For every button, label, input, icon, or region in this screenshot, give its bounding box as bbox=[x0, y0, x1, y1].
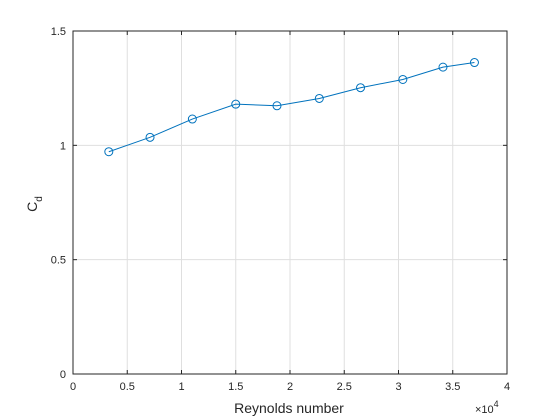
data-point bbox=[398, 74, 408, 84]
data-point bbox=[469, 58, 479, 68]
data-point bbox=[104, 147, 114, 157]
x-exponent-power: 4 bbox=[494, 399, 499, 409]
y-tick-label: 1.5 bbox=[51, 26, 66, 38]
data-point bbox=[145, 132, 155, 142]
x-tick-label: 3 bbox=[395, 381, 401, 393]
x-tick-label: 0.5 bbox=[120, 381, 135, 393]
x-tick-label: 1.5 bbox=[228, 381, 243, 393]
data-point bbox=[356, 83, 366, 93]
data-point bbox=[314, 93, 324, 103]
data-point bbox=[187, 114, 197, 124]
data-point bbox=[272, 101, 282, 111]
x-axis-exponent: ×104 bbox=[475, 399, 499, 416]
y-label-main: C bbox=[24, 202, 40, 212]
y-label-subscript: d bbox=[34, 196, 45, 202]
y-tick-label: 0.5 bbox=[51, 255, 66, 267]
x-axis-label: Reynolds number bbox=[234, 400, 344, 416]
x-tick-label: 4 bbox=[504, 381, 510, 393]
x-axis-ticks: 0 0.5 1 1.5 2 2.5 3 3.5 4 bbox=[70, 31, 510, 393]
x-tick-label: 3.5 bbox=[445, 381, 460, 393]
x-tick-label: 0 bbox=[70, 381, 76, 393]
data-point bbox=[231, 99, 241, 109]
x-tick-label: 1 bbox=[178, 381, 184, 393]
y-tick-label: 1 bbox=[60, 140, 66, 152]
series-line bbox=[108, 62, 475, 153]
y-axis-label: Cd bbox=[24, 196, 45, 212]
data-point bbox=[438, 62, 448, 72]
x-tick-label: 2 bbox=[287, 381, 293, 393]
x-tick-label: 2.5 bbox=[337, 381, 352, 393]
x-exponent-base: ×10 bbox=[475, 404, 494, 416]
y-tick-label: 0 bbox=[60, 369, 66, 381]
data-series bbox=[104, 58, 479, 157]
y-axis-ticks: 0 0.5 1 1.5 bbox=[51, 26, 507, 381]
